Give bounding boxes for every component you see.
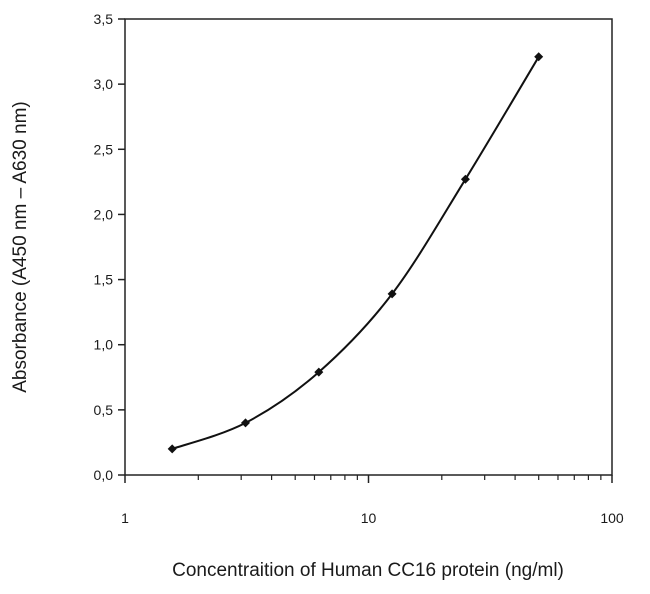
data-point	[241, 418, 250, 428]
y-tick-label: 0,0	[94, 467, 114, 483]
series-markers	[167, 52, 544, 454]
y-tick-label: 2,0	[94, 206, 114, 222]
y-tick-label: 3,5	[94, 11, 114, 27]
data-point	[387, 289, 397, 299]
data-point	[460, 174, 470, 184]
y-tick-label: 1,5	[94, 272, 114, 288]
data-point	[167, 444, 177, 454]
plot-frame	[124, 18, 613, 476]
data-point	[314, 367, 324, 377]
y-tick-label: 3,0	[94, 76, 114, 92]
x-tick-label: 10	[361, 510, 377, 526]
x-axis: 1 10 100	[121, 475, 624, 526]
y-tick-label: 0,5	[94, 402, 114, 418]
series-curve	[171, 56, 540, 450]
data-point	[534, 52, 544, 62]
x-axis-title: Concentraition of Human CC16 protein (ng…	[172, 560, 564, 581]
x-tick-label: 1	[121, 510, 129, 526]
y-axis-title: Absorbance (A450 nm – A630 nm)	[10, 101, 31, 393]
x-tick-label: 100	[600, 510, 624, 526]
y-tick-label: 2,5	[94, 141, 114, 157]
y-tick-label: 1,0	[94, 337, 114, 353]
y-axis: 0,0 0,5 1,0 1,5 2,0 2,5 3,0 3,5	[94, 11, 125, 483]
